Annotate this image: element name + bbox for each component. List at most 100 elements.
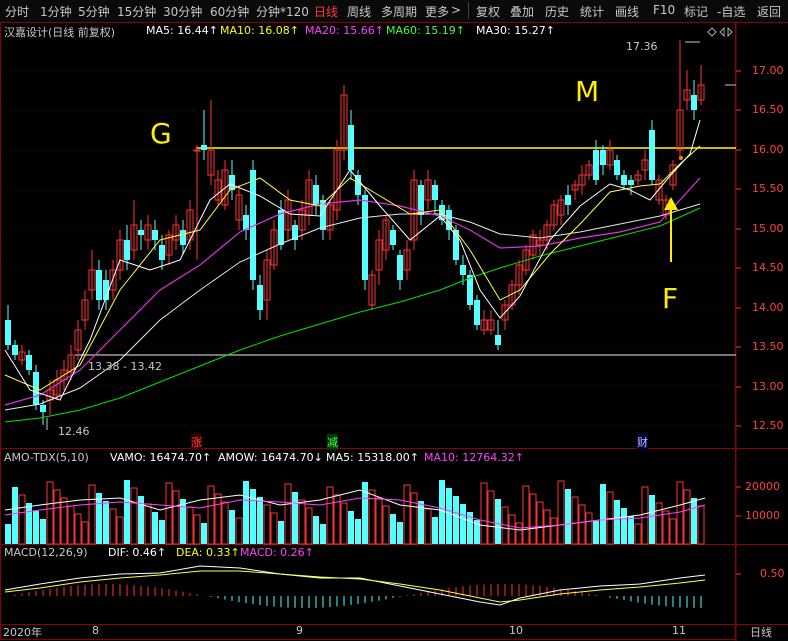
- tab-120min[interactable]: 分钟*120: [256, 5, 309, 19]
- volume-bar: [193, 514, 201, 545]
- ma60-line: [4, 207, 701, 423]
- volume-title: AMO-TDX(5,10): [4, 451, 89, 464]
- volume-bar: [152, 512, 158, 544]
- ma20-value: MA20: 15.66↑: [305, 24, 384, 37]
- tab-daily[interactable]: 日线: [314, 5, 339, 19]
- candle-body: [5, 320, 11, 345]
- candle-body: [53, 379, 61, 396]
- tab-1min[interactable]: 1分钟: [40, 5, 72, 19]
- volume-bar: [557, 480, 565, 545]
- volume-bar: [565, 489, 571, 544]
- mark-button[interactable]: 标记: [684, 5, 709, 19]
- event-marker-rise[interactable]: 涨: [191, 434, 202, 450]
- volume-bar: [46, 481, 54, 545]
- candle-body: [474, 300, 480, 325]
- candle-body: [96, 270, 102, 300]
- candle-body: [529, 234, 537, 256]
- volume-bar: [326, 486, 334, 545]
- back-button[interactable]: 返回: [757, 5, 782, 19]
- label-f: F: [662, 282, 679, 315]
- month-label: 10: [509, 624, 523, 637]
- candle-body: [536, 239, 544, 246]
- toolbar-divider: [468, 2, 469, 19]
- high-price-label: 17.36: [626, 40, 658, 53]
- chevron-right-icon[interactable]: >: [451, 3, 462, 17]
- tab-fenshi[interactable]: 分时: [5, 5, 30, 19]
- scroll-right-icon: [727, 26, 733, 38]
- candle-body: [292, 225, 298, 240]
- label-g: G: [150, 117, 172, 150]
- volume-ma5-value: MA5: 15318.00↑: [326, 451, 419, 464]
- candle-body: [571, 184, 579, 191]
- candle-body: [606, 149, 614, 166]
- vamo-value: VAMO: 16474.70↑: [110, 451, 212, 464]
- period-toolbar: 分时 1分钟 5分钟 15分钟 30分钟 60分钟 分钟*120 日线 周线 多…: [0, 0, 788, 23]
- month-label: 2020年: [3, 626, 42, 639]
- tab-weekly[interactable]: 周线: [347, 5, 372, 19]
- overlay-button[interactable]: 叠加: [510, 5, 535, 19]
- ma10-value: MA10: 16.08↑: [220, 24, 299, 37]
- price-axis-label: 17.00: [752, 64, 784, 77]
- candle-body: [641, 159, 649, 171]
- candle-body: [326, 204, 334, 231]
- candle-body: [333, 149, 341, 211]
- event-marker-reduce[interactable]: 减: [327, 434, 338, 450]
- tab-more[interactable]: 更多: [425, 5, 450, 19]
- candle-body: [207, 149, 215, 176]
- volume-bar: [207, 485, 215, 545]
- candle-body: [40, 405, 46, 412]
- candle-body: [543, 224, 551, 241]
- stats-button[interactable]: 统计: [580, 5, 605, 19]
- tab-15min[interactable]: 15分钟: [117, 5, 157, 19]
- diamond-icon: [707, 27, 717, 37]
- volume-bar: [439, 480, 445, 544]
- restore-rights-button[interactable]: 复权: [476, 5, 501, 19]
- volume-bar: [74, 513, 82, 545]
- candle-body: [362, 195, 368, 280]
- tab-60min[interactable]: 60分钟: [210, 5, 250, 19]
- event-marker-finance[interactable]: 财: [637, 434, 648, 450]
- candle-body: [487, 319, 495, 331]
- volume-bar: [655, 502, 663, 545]
- ma60-value: MA60: 15.19↑: [386, 24, 465, 37]
- period-label[interactable]: 日线: [750, 626, 772, 639]
- volume-bar: [172, 490, 180, 545]
- volume-bar: [138, 496, 144, 544]
- volume-bar: [628, 516, 634, 544]
- price-axis-label: 15.00: [752, 222, 784, 235]
- draw-line-button[interactable]: 画线: [615, 5, 640, 19]
- candle-body: [368, 274, 376, 306]
- volume-bar: [257, 497, 263, 544]
- volume-bar: [40, 519, 46, 544]
- candle-body: [263, 259, 271, 301]
- volume-bar: [270, 512, 278, 545]
- volume-bar: [103, 501, 109, 544]
- candle-body: [201, 145, 207, 150]
- candle-body: [320, 200, 326, 230]
- watchlist-button[interactable]: -自选: [717, 5, 746, 19]
- f10-button[interactable]: F10: [653, 3, 676, 17]
- candle-body: [432, 185, 438, 200]
- tab-30min[interactable]: 30分钟: [163, 5, 203, 19]
- candlesticks: [5, 40, 705, 425]
- volume-bar: [320, 524, 326, 544]
- macd-value: MACD: 0.26↑: [240, 546, 314, 559]
- candle-body: [257, 285, 263, 310]
- candle-body: [88, 269, 96, 291]
- tab-multi-period[interactable]: 多周期: [381, 5, 418, 19]
- candle-body: [103, 280, 109, 300]
- volume-bar: [641, 486, 649, 545]
- volume-bar: [424, 508, 432, 545]
- volume-bar: [390, 514, 396, 544]
- volume-bar: [124, 480, 130, 544]
- history-button[interactable]: 历史: [545, 5, 570, 19]
- candle-body: [390, 230, 396, 245]
- volume-bar: [96, 493, 102, 544]
- tab-5min[interactable]: 5分钟: [78, 5, 110, 19]
- volume-bar: [26, 503, 32, 544]
- volume-bar: [12, 487, 18, 544]
- candle-body: [12, 345, 18, 355]
- volume-bar: [410, 492, 418, 545]
- volume-bar: [5, 524, 11, 544]
- volume-bar: [333, 494, 341, 545]
